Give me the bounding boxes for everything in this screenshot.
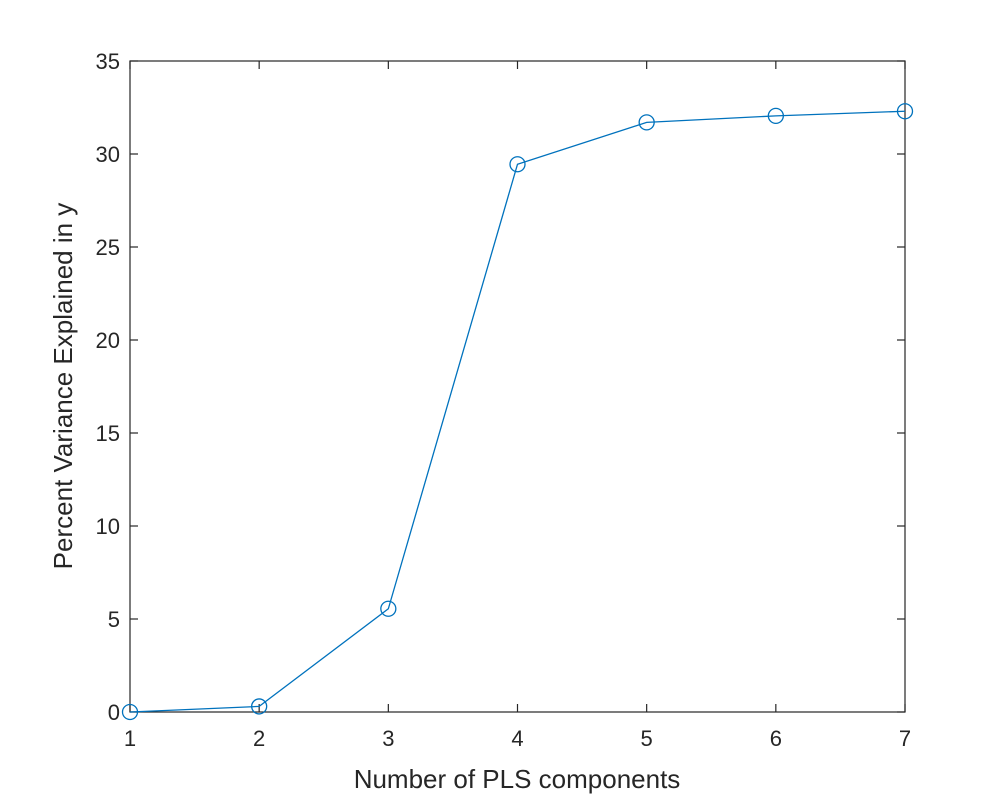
x-tick-label: 2 (253, 726, 265, 751)
x-tick-label: 6 (770, 726, 782, 751)
series-line (129, 110, 906, 713)
y-tick-label: 20 (96, 328, 120, 353)
y-tick-label: 30 (96, 142, 120, 167)
tick-labels: 1 2 3 4 5 6 7 0 5 10 15 20 25 30 35 (96, 49, 912, 751)
data-point (509, 156, 526, 173)
y-tick-label: 35 (96, 49, 120, 74)
y-tick-label: 25 (96, 235, 120, 260)
y-tick-label: 0 (108, 700, 120, 725)
axis-ticks (129, 60, 906, 713)
x-tick-label: 4 (511, 726, 523, 751)
series-layer (121, 103, 914, 721)
axes-frame (129, 60, 906, 713)
data-point (380, 600, 397, 617)
y-tick-label: 15 (96, 421, 120, 446)
y-tick-label: 5 (108, 607, 120, 632)
data-point (896, 103, 914, 120)
y-axis-title: Percent Variance Explained in y (48, 203, 78, 570)
data-point (638, 114, 655, 131)
plot-area (129, 60, 906, 713)
data-point (121, 703, 139, 721)
data-point (767, 107, 784, 125)
x-tick-label: 5 (641, 726, 653, 751)
x-tick-label: 3 (382, 726, 394, 751)
x-tick-label: 7 (899, 726, 911, 751)
x-tick-label: 1 (124, 726, 136, 751)
x-axis-title: Number of PLS components (354, 764, 681, 794)
y-tick-label: 10 (96, 514, 120, 539)
data-point (251, 698, 268, 715)
